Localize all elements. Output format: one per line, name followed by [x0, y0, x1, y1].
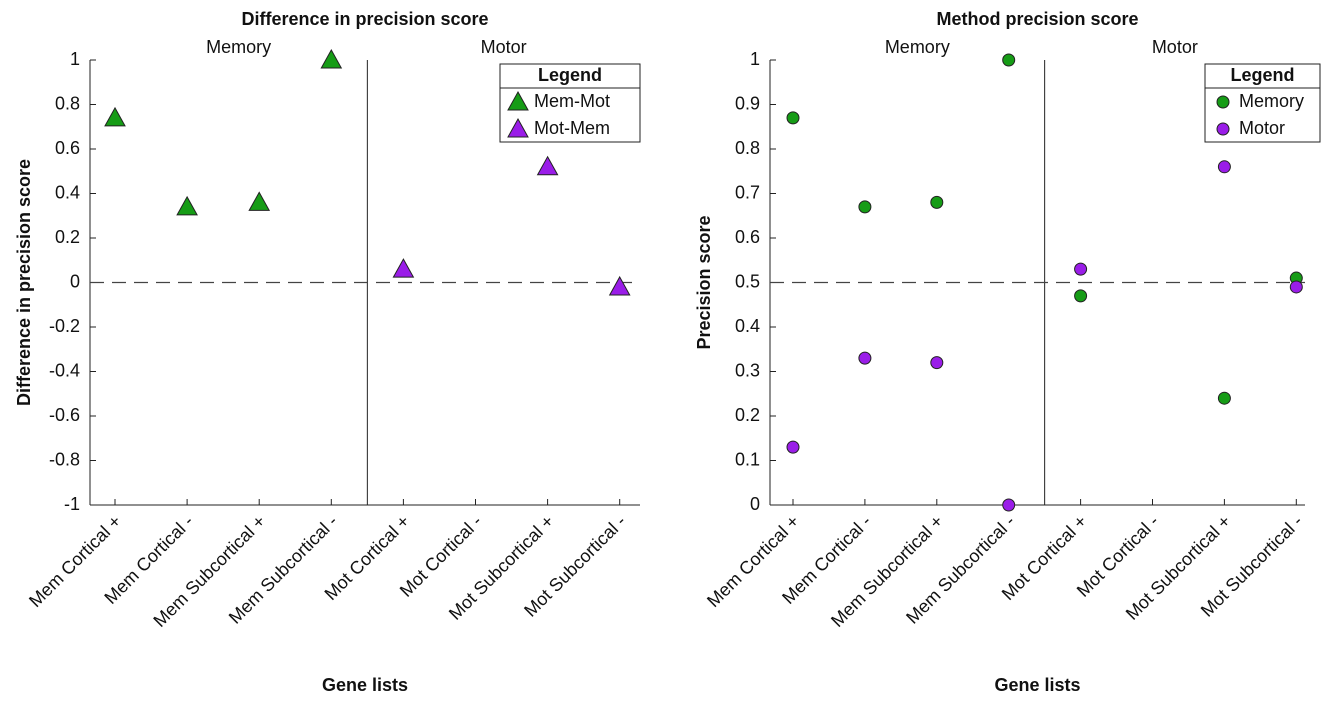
point — [104, 106, 126, 127]
y-axis-label: Precision score — [694, 215, 714, 349]
y-tick-label: 0.9 — [735, 93, 760, 113]
y-tick-label: 1 — [70, 49, 80, 69]
y-tick-label: 0.2 — [735, 405, 760, 425]
y-tick-label: 0.8 — [55, 93, 80, 113]
point — [786, 111, 800, 125]
point — [1074, 289, 1088, 303]
y-tick-label: 0.3 — [735, 360, 760, 380]
x-axis-label: Gene lists — [994, 675, 1080, 695]
y-tick-label: 0.5 — [735, 271, 760, 291]
y-tick-label: -0.8 — [49, 449, 80, 469]
y-tick-label: -0.6 — [49, 405, 80, 425]
legend-marker — [1216, 122, 1230, 136]
y-tick-label: 0.4 — [55, 182, 80, 202]
point — [392, 258, 415, 278]
point — [858, 351, 872, 365]
legend-title: Legend — [1230, 65, 1294, 85]
legend-marker — [1216, 95, 1230, 109]
point — [1217, 160, 1231, 174]
point — [176, 195, 198, 216]
point — [1074, 262, 1088, 276]
annotation: Motor — [481, 37, 527, 57]
y-axis-label: Difference in precision score — [14, 159, 34, 406]
point — [930, 195, 944, 209]
y-tick-label: 0.7 — [735, 182, 760, 202]
point — [930, 356, 944, 370]
point — [1217, 391, 1231, 405]
annotation: Memory — [206, 37, 271, 57]
y-tick-label: 0.1 — [735, 449, 760, 469]
point — [608, 275, 631, 296]
y-tick-label: 0.8 — [735, 138, 760, 158]
y-tick-label: 0.4 — [735, 316, 760, 336]
legend-title: Legend — [538, 65, 602, 85]
annotation: Motor — [1152, 37, 1198, 57]
point — [320, 48, 343, 69]
y-tick-label: 1 — [750, 49, 760, 69]
point — [248, 191, 271, 211]
point — [536, 155, 559, 176]
y-tick-label: 0.2 — [55, 227, 80, 247]
y-tick-label: -1 — [64, 494, 80, 514]
chart-title: Difference in precision score — [241, 9, 488, 29]
y-tick-label: 0.6 — [55, 138, 80, 158]
chart-title: Method precision score — [936, 9, 1138, 29]
legend-entry: Mem-Mot — [534, 91, 610, 111]
y-tick-label: 0 — [70, 271, 80, 291]
point — [858, 200, 872, 214]
point — [1002, 53, 1016, 67]
y-tick-label: -0.4 — [49, 360, 80, 380]
legend-marker — [507, 90, 529, 111]
y-tick-label: 0 — [750, 494, 760, 514]
legend-entry: Mot-Mem — [534, 118, 610, 138]
y-tick-label: -0.2 — [49, 316, 80, 336]
point — [1002, 498, 1016, 512]
legend-marker — [507, 117, 529, 138]
legend-entry: Motor — [1239, 118, 1285, 138]
annotation: Memory — [885, 37, 950, 57]
legend-entry: Memory — [1239, 91, 1304, 111]
point — [786, 440, 800, 454]
point — [1289, 280, 1303, 294]
x-axis-label: Gene lists — [322, 675, 408, 695]
y-tick-label: 0.6 — [735, 227, 760, 247]
